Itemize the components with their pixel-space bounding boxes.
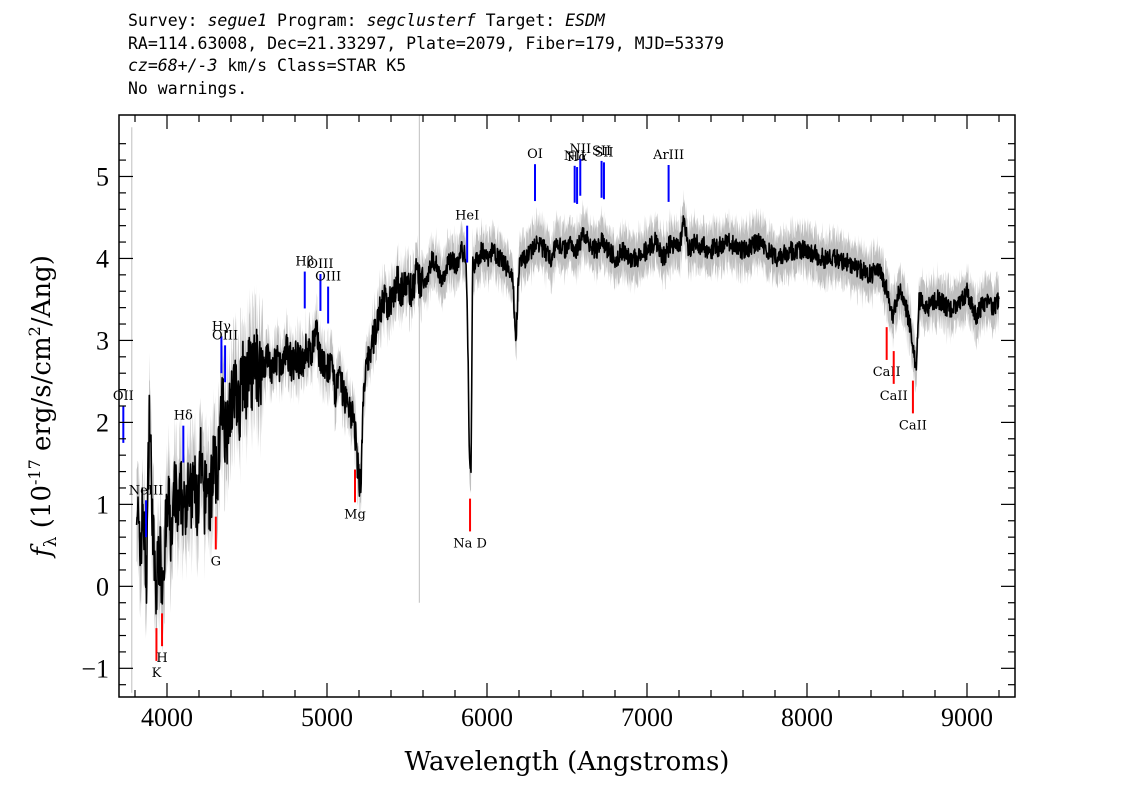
x-tick-label: 9000 [941,703,993,732]
y-tick-label: 3 [96,326,109,355]
spectral-line-label: K [152,666,162,681]
x-tick-label: 6000 [461,703,513,732]
spectral-line-label: CaII [880,389,908,404]
spectrum-header: Survey: segue1 Program: segclusterf Targ… [128,10,724,100]
y-tick-label: 0 [96,572,109,601]
x-tick-label: 7000 [621,703,673,732]
class-value: km/s Class=STAR K5 [217,56,407,75]
spectral-line-label: HeI [455,209,479,224]
spectral-line-label: NeIII [129,483,163,498]
x-tick-label: 8000 [781,703,833,732]
target-label: Target: [475,11,566,30]
y-tick-label: 4 [96,244,109,273]
spectral-line-label: OIII [315,270,341,285]
spectral-line-label: G [211,554,221,569]
y-tick-label: −1 [81,654,109,683]
spectral-line-label: Na D [453,536,487,551]
spectral-line-label: Hα [567,150,587,165]
spectral-line-label: H [156,651,167,666]
y-tick-label: 2 [96,408,109,437]
redshift-value: cz=68+/-3 [128,56,218,75]
spectral-line-label: OIII [212,328,238,343]
spectrum-layer [131,115,1000,693]
spectral-line-label: CaII [899,418,927,433]
spectral-line-label: Hγ [212,319,231,334]
spectral-line-label: CaII [873,365,901,380]
error-band [136,189,1000,671]
header-line-coords: RA=114.63008, Dec=21.33297, Plate=2079, … [128,33,725,53]
spectral-line-label: Hδ [174,409,193,424]
axis-ticks-layer: 4000 5000 6000 7000 8000 9000 −1 0 1 2 3 4 5 [81,115,1015,732]
header-line-warnings: No warnings. [128,78,248,98]
target-value: ESDM [565,11,605,30]
y-axis-title: fλ (10-17 erg/s/cm2/Ang) [25,255,61,559]
program-value: segclusterf [366,11,476,30]
spectral-line-label: SII [592,144,611,159]
spectral-line-label: OII [113,389,134,404]
spectrum-line [135,215,1000,615]
header-line-survey: Survey: segue1 Program: segclusterf Targ… [128,10,724,33]
spectral-line-label: NII [569,142,591,157]
y-axis-lambda: λ [41,536,61,547]
survey-label: Survey: [128,11,208,30]
x-axis-title: Wavelength (Angstroms) [405,747,730,777]
spectral-line-label: ArIII [652,148,684,163]
spectral-line-label: OI [527,147,543,162]
spectral-line-label: Hβ [295,255,314,270]
spectral-line-label: SII [594,145,613,160]
header-line-redshift: cz=68+/-3 km/s Class=STAR K5 [128,55,724,78]
program-label: Program: [267,11,367,30]
x-tick-label: 4000 [141,703,193,732]
y-tick-label: 5 [96,162,109,191]
survey-value: segue1 [207,11,268,30]
x-tick-label: 5000 [301,703,353,732]
spectral-line-label: Mg [344,507,366,522]
spectral-line-label: OIII [307,257,333,272]
y-tick-label: 1 [96,490,109,519]
